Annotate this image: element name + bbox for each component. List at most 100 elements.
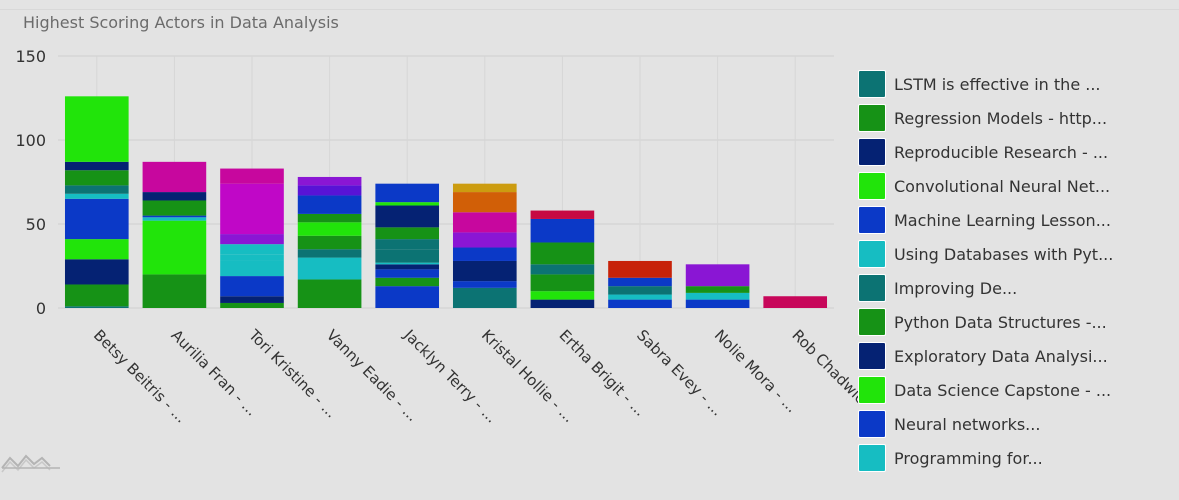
bar-segment[interactable] bbox=[220, 276, 284, 297]
bar-segment[interactable] bbox=[452, 183, 517, 193]
legend-label: Improving De... bbox=[894, 279, 1018, 298]
bar-segment[interactable] bbox=[375, 205, 440, 228]
bar-segment[interactable] bbox=[220, 224, 284, 235]
bar-segment[interactable] bbox=[297, 185, 362, 196]
bar-segment[interactable] bbox=[375, 269, 440, 278]
chart-logo-icon bbox=[1, 454, 60, 473]
legend-swatch bbox=[858, 342, 886, 370]
bar-segment[interactable] bbox=[64, 306, 129, 308]
bar-segment[interactable] bbox=[685, 286, 750, 293]
legend-label: Regression Models - http... bbox=[894, 109, 1108, 128]
bar-segment[interactable] bbox=[763, 296, 828, 308]
legend-label: Exploratory Data Analysi... bbox=[894, 347, 1108, 366]
bar-segment[interactable] bbox=[220, 244, 284, 255]
bar-segment[interactable] bbox=[375, 286, 440, 308]
legend-label: Reproducible Research - ... bbox=[894, 143, 1109, 162]
y-tick-label: 150 bbox=[15, 47, 46, 66]
bar-segment[interactable] bbox=[452, 247, 517, 261]
bar-segment[interactable] bbox=[297, 213, 362, 223]
bar-segment[interactable] bbox=[220, 296, 284, 303]
chart-title: Highest Scoring Actors in Data Analysis bbox=[23, 13, 339, 32]
legend-swatch bbox=[858, 138, 886, 166]
bar-segment[interactable] bbox=[530, 299, 595, 308]
bar-segment[interactable] bbox=[452, 281, 517, 288]
bar-segment[interactable] bbox=[64, 161, 129, 171]
bar-segment[interactable] bbox=[452, 212, 517, 233]
bar-segment[interactable] bbox=[142, 274, 207, 308]
bar-segment[interactable] bbox=[142, 192, 207, 201]
bar-segment[interactable] bbox=[608, 260, 672, 278]
bar-segment[interactable] bbox=[375, 277, 440, 287]
legend-label: Convolutional Neural Net... bbox=[894, 177, 1111, 196]
legend-label: Machine Learning Lesson... bbox=[894, 211, 1111, 230]
y-tick-label: 0 bbox=[36, 299, 46, 318]
bar-segment[interactable] bbox=[142, 200, 207, 216]
bar-segment[interactable] bbox=[375, 202, 440, 206]
y-tick-label: 100 bbox=[15, 131, 46, 150]
bar-segment[interactable] bbox=[297, 176, 362, 186]
bar-segment[interactable] bbox=[142, 220, 207, 275]
bar-segment[interactable] bbox=[452, 232, 517, 248]
bar-segment[interactable] bbox=[142, 215, 207, 218]
bar-segment[interactable] bbox=[297, 235, 362, 250]
legend-swatch bbox=[858, 274, 886, 302]
legend-swatch bbox=[858, 240, 886, 268]
bar-segment[interactable] bbox=[297, 257, 362, 280]
bar-segment[interactable] bbox=[530, 264, 595, 275]
bar-segment[interactable] bbox=[220, 302, 284, 308]
bar-segment[interactable] bbox=[608, 277, 672, 287]
bar-segment[interactable] bbox=[608, 294, 672, 300]
bar-segment[interactable] bbox=[64, 96, 129, 162]
bar-segment[interactable] bbox=[685, 292, 750, 300]
bar-segment[interactable] bbox=[297, 279, 362, 308]
legend-swatch bbox=[858, 206, 886, 234]
legend-label: LSTM is effective in the ... bbox=[894, 75, 1101, 94]
bar-segment[interactable] bbox=[375, 249, 440, 263]
bar-segment[interactable] bbox=[297, 249, 362, 258]
bar-segment[interactable] bbox=[452, 192, 517, 213]
bar-segment[interactable] bbox=[64, 198, 129, 240]
bar-segment[interactable] bbox=[685, 264, 750, 287]
legend-label: Python Data Structures -... bbox=[894, 313, 1107, 332]
legend-swatch bbox=[858, 410, 886, 438]
bar-segment[interactable] bbox=[64, 193, 129, 199]
bar-segment[interactable] bbox=[64, 284, 129, 307]
bar-segment[interactable] bbox=[375, 262, 440, 265]
bar-segment[interactable] bbox=[530, 218, 595, 243]
bar-segment[interactable] bbox=[608, 299, 672, 308]
x-tick-label: Nolie Mora - ... bbox=[711, 326, 801, 416]
bar-segment[interactable] bbox=[297, 195, 362, 214]
bar-segment[interactable] bbox=[64, 185, 129, 194]
legend-swatch bbox=[858, 104, 886, 132]
y-tick-label: 50 bbox=[26, 215, 46, 234]
bar-segment[interactable] bbox=[608, 286, 672, 295]
bar-segment[interactable] bbox=[530, 242, 595, 265]
bar-segment[interactable] bbox=[142, 161, 207, 193]
bar-segment[interactable] bbox=[64, 259, 129, 285]
bar-segment[interactable] bbox=[452, 287, 517, 308]
bar-segment[interactable] bbox=[375, 183, 440, 203]
legend-label: Data Science Capstone - ... bbox=[894, 381, 1112, 400]
bar-segment[interactable] bbox=[530, 210, 595, 219]
legend-label: Programming for... bbox=[894, 449, 1043, 468]
bar-segment[interactable] bbox=[64, 170, 129, 186]
bar-segment[interactable] bbox=[452, 260, 517, 282]
bar-segment[interactable] bbox=[297, 222, 362, 236]
bar-segment[interactable] bbox=[142, 217, 207, 221]
bar-segment[interactable] bbox=[220, 234, 284, 245]
bar-segment[interactable] bbox=[220, 260, 284, 277]
bar-segment[interactable] bbox=[220, 254, 284, 261]
bar-segment[interactable] bbox=[375, 239, 440, 250]
bar-segment[interactable] bbox=[530, 291, 595, 300]
header-divider bbox=[0, 9, 1179, 10]
bar-stacks[interactable] bbox=[64, 96, 828, 308]
bar-segment[interactable] bbox=[64, 239, 129, 260]
bar-segment[interactable] bbox=[220, 168, 284, 184]
bar-segment[interactable] bbox=[375, 227, 440, 240]
legend-swatch bbox=[858, 444, 886, 472]
bar-segment[interactable] bbox=[375, 264, 440, 270]
bar-segment[interactable] bbox=[220, 183, 284, 224]
bar-segment[interactable] bbox=[530, 274, 595, 292]
bar-segment[interactable] bbox=[685, 299, 750, 308]
